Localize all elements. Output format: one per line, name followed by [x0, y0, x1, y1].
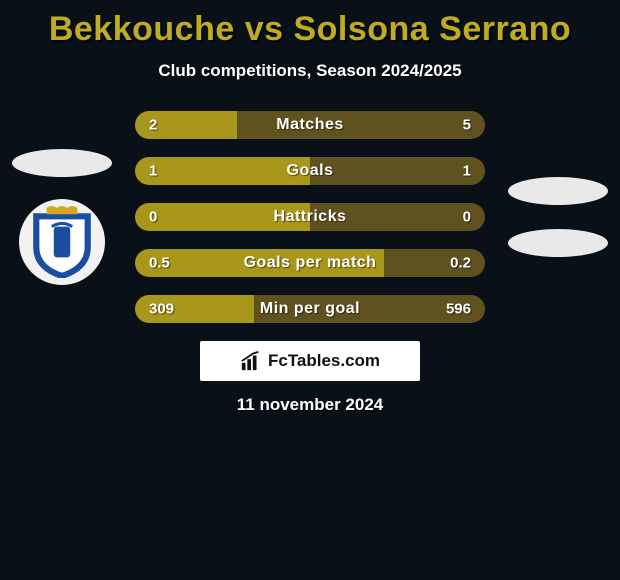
stat-label: Min per goal [260, 300, 360, 318]
stat-bar-hattricks: 0 0 Hattricks [135, 203, 485, 231]
left-value: 0 [149, 209, 157, 226]
shield-icon [31, 206, 93, 278]
right-player-ellipse-2 [508, 229, 608, 257]
right-value: 1 [463, 163, 471, 180]
left-value: 309 [149, 301, 174, 318]
stat-bar-matches: 2 5 Matches [135, 111, 485, 139]
subtitle: Club competitions, Season 2024/2025 [0, 61, 620, 81]
source-logo: FcTables.com [200, 341, 420, 381]
comparison-row: 2 5 Matches 1 1 Goals 0 0 Hattricks 0.5 0.2 Goals p… [0, 111, 620, 323]
bar-right-fill [237, 111, 486, 139]
right-value: 5 [463, 117, 471, 134]
right-player-ellipse-1 [508, 177, 608, 205]
left-value: 2 [149, 117, 157, 134]
left-value: 1 [149, 163, 157, 180]
right-side [503, 177, 613, 257]
right-value: 0 [463, 209, 471, 226]
right-value: 596 [446, 301, 471, 318]
stat-label: Matches [276, 116, 344, 134]
left-player-ellipse [12, 149, 112, 177]
stat-label: Goals per match [244, 254, 377, 272]
right-value: 0.2 [450, 255, 471, 272]
chart-icon [240, 350, 262, 372]
stat-bars: 2 5 Matches 1 1 Goals 0 0 Hattricks 0.5 0.2 Goals p… [135, 111, 485, 323]
left-club-badge [19, 199, 105, 285]
stat-label: Goals [287, 162, 334, 180]
stat-bar-min-per-goal: 309 596 Min per goal [135, 295, 485, 323]
stat-bar-goals-per-match: 0.5 0.2 Goals per match [135, 249, 485, 277]
left-side [7, 149, 117, 285]
stat-bar-goals: 1 1 Goals [135, 157, 485, 185]
stat-label: Hattricks [274, 208, 347, 226]
bar-right-fill [310, 157, 485, 185]
date-text: 11 november 2024 [0, 395, 620, 415]
logo-text: FcTables.com [268, 351, 380, 371]
page-title: Bekkouche vs Solsona Serrano [0, 10, 620, 49]
bar-left-fill [135, 157, 310, 185]
left-value: 0.5 [149, 255, 170, 272]
